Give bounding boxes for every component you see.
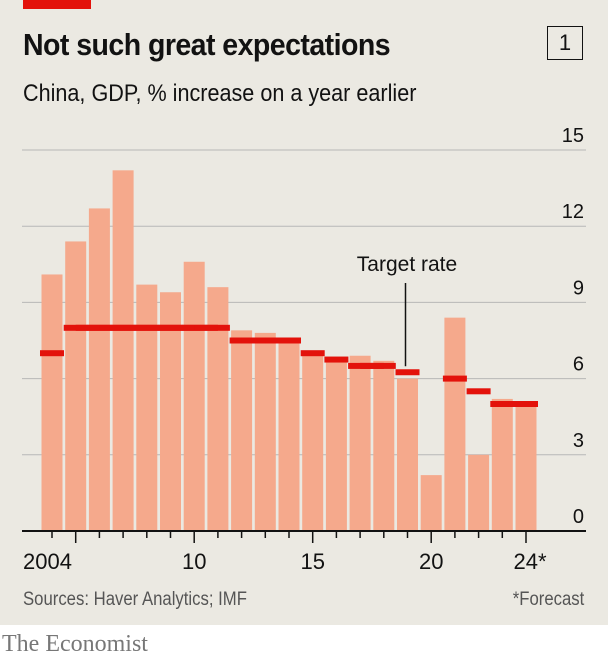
bar [112,170,134,531]
chart-subtitle: China, GDP, % increase on a year earlier [23,80,417,107]
sources-note: Sources: Haver Analytics; IMF [23,589,247,610]
x-tick-label: 15 [300,549,324,574]
y-tick-label: 3 [573,430,584,452]
chart-title: Not such great expectations [23,27,391,62]
bar [207,287,229,531]
target-marker-join [146,324,171,331]
bar [420,475,442,531]
bar [183,261,205,531]
y-tick-label: 15 [562,125,584,147]
bar [302,353,324,531]
x-tick-label: 10 [182,549,206,574]
forecast-footnote: *Forecast [512,589,584,610]
target-marker [324,356,349,363]
bar [65,241,87,531]
target-marker-join [99,324,124,331]
y-tick-label: 9 [573,277,584,299]
bar [515,404,537,531]
bar [444,317,466,531]
chart-number: 1 [547,26,583,60]
x-tick-label: 2004 [23,549,72,574]
bar [41,274,63,531]
plot-area: 0 3 6 9 12 15 2004 10 15 20 24* Target rate [22,125,586,574]
bar [278,343,300,531]
brand-bar [23,0,91,9]
target-marker-join [502,401,526,407]
target-marker-join [265,337,289,344]
y-tick-label: 0 [573,506,584,528]
target-marker [395,369,420,376]
bar [231,330,253,531]
bar [136,284,158,531]
bar [349,355,371,531]
annotation-target-rate: Target rate [357,253,457,276]
target-marker [466,388,491,395]
x-tick-label: 24* [513,549,546,574]
bar [397,378,418,531]
bar [373,360,395,531]
bar [160,292,181,531]
y-tick-label: 12 [562,201,584,223]
bar [491,398,513,531]
target-marker-join [241,337,266,344]
bar [254,332,276,531]
economist-logo: The Economist [2,631,148,657]
bar [325,358,347,531]
target-marker-join [75,324,100,331]
y-tick-label: 6 [573,354,584,376]
target-marker-join [360,362,384,369]
target-marker-join [194,324,218,331]
target-marker-join [170,324,195,331]
target-marker [300,350,325,357]
target-marker-join [123,324,147,331]
x-tick-label: 20 [419,549,443,574]
target-marker [40,350,64,357]
target-marker [442,375,467,382]
bar [468,454,490,531]
bar [88,208,110,532]
